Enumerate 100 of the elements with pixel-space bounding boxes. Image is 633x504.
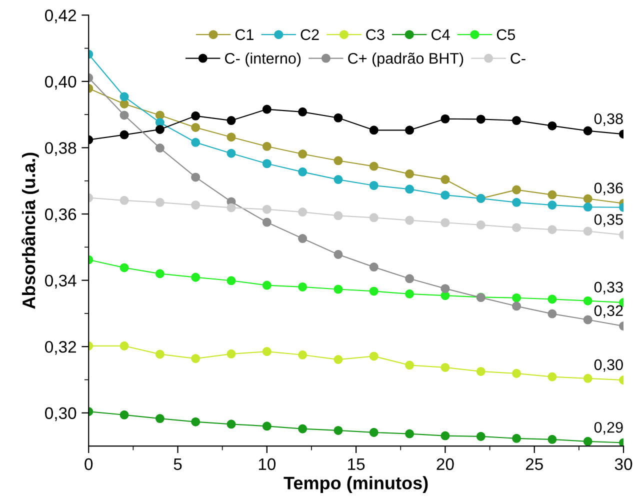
point (155, 198, 164, 207)
point (155, 144, 164, 153)
legend-label: C- (510, 52, 526, 64)
point (405, 216, 414, 225)
data-label: 0,38 (594, 113, 623, 126)
point (548, 434, 557, 444)
x-tick-label: 5 (174, 458, 182, 470)
point (369, 126, 378, 135)
point (191, 172, 200, 182)
point (120, 92, 129, 102)
annotation: 0,32 (594, 305, 623, 318)
point (120, 110, 129, 120)
data-label: 0,29 (594, 422, 623, 435)
point (440, 284, 450, 294)
point (405, 360, 414, 370)
point (334, 113, 343, 122)
point (583, 436, 592, 446)
point (262, 280, 272, 290)
point (262, 422, 272, 431)
x-tick-label: 0 (84, 458, 93, 470)
point (334, 211, 343, 220)
point (512, 434, 522, 443)
point (583, 202, 592, 212)
point (440, 431, 450, 440)
point (512, 198, 522, 207)
point (298, 208, 308, 217)
point (583, 315, 592, 324)
point (548, 225, 557, 234)
point (548, 294, 557, 304)
x-axis-title: Tempo (minutos) (284, 476, 428, 493)
point (583, 374, 592, 383)
legend-label: C4 (432, 29, 450, 40)
legend-label: C+ (padrão BHT) (348, 52, 464, 67)
point (226, 116, 236, 126)
legend-label: C1 (235, 29, 254, 40)
point (548, 372, 557, 382)
point (155, 110, 164, 120)
point (155, 414, 164, 424)
point (191, 138, 200, 147)
point (476, 220, 486, 230)
point (226, 420, 236, 429)
point (226, 276, 236, 286)
point (583, 226, 592, 236)
point (191, 122, 200, 132)
y-tick-label: 0,32 (45, 341, 76, 355)
data-label: 0,36 (594, 182, 623, 196)
point (369, 162, 378, 171)
legend-label: C3 (366, 29, 384, 40)
point (262, 104, 272, 114)
point (120, 99, 129, 108)
point (262, 159, 272, 168)
y-tick-label: 0,42 (45, 10, 76, 24)
point (334, 175, 343, 184)
point (120, 263, 129, 272)
point (369, 286, 378, 296)
point (334, 156, 343, 166)
data-label: 0,33 (594, 282, 623, 294)
point (405, 274, 414, 284)
point (334, 355, 343, 364)
point (298, 167, 308, 176)
legend-label: C2 (300, 29, 319, 40)
point (334, 250, 343, 259)
point (155, 350, 164, 359)
point (120, 410, 129, 420)
point (548, 309, 557, 318)
x-tick-label: 10 (258, 458, 276, 470)
point (120, 341, 129, 350)
point (191, 111, 200, 120)
point (548, 190, 557, 200)
point (405, 169, 414, 178)
point (512, 302, 522, 311)
x-tick-label: 20 (436, 458, 454, 470)
point (226, 349, 236, 358)
point (440, 362, 450, 372)
point (226, 203, 236, 212)
point (262, 204, 272, 214)
point (191, 417, 200, 426)
point (512, 293, 522, 302)
point (298, 424, 308, 434)
point (405, 429, 414, 438)
point (369, 428, 378, 437)
point (262, 347, 272, 356)
legend-label: C- (interno) (225, 52, 301, 67)
x-tick-label: 15 (348, 458, 365, 470)
point (476, 114, 486, 124)
point (512, 368, 522, 378)
point (334, 426, 343, 435)
point (298, 350, 308, 360)
point (298, 282, 308, 292)
point (440, 175, 450, 184)
point (583, 126, 592, 136)
point (583, 194, 592, 204)
point (548, 200, 557, 210)
point (476, 432, 486, 441)
point (405, 184, 414, 194)
y-tick-label: 0,34 (45, 274, 76, 288)
point (298, 149, 308, 159)
point (440, 218, 450, 228)
y-tick-label: 0,30 (45, 407, 76, 422)
point (226, 148, 236, 158)
